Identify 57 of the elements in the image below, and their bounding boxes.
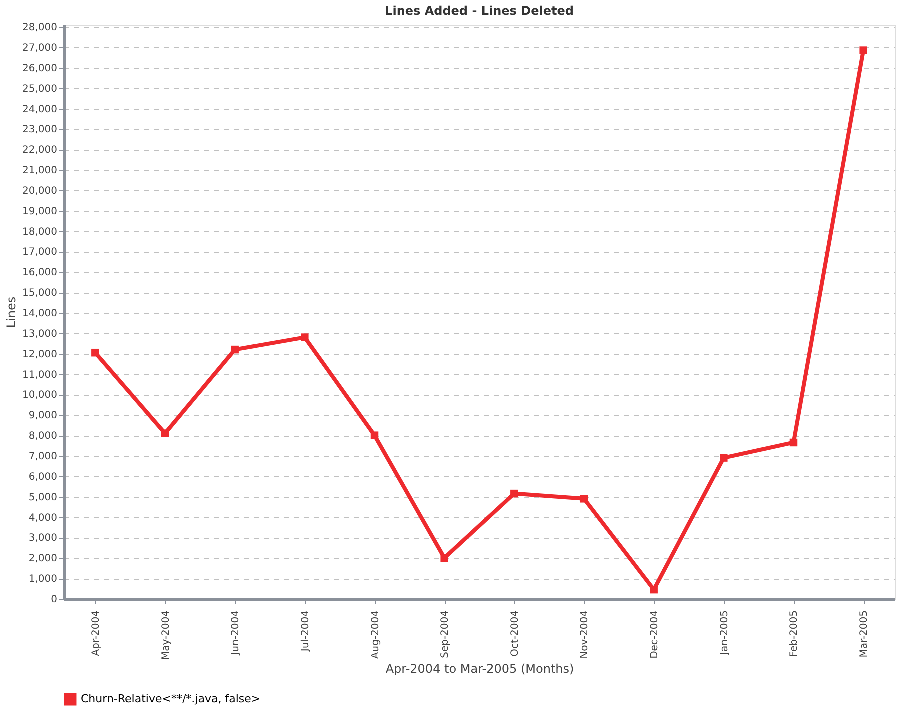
y-tick-label: 14,000	[22, 308, 58, 320]
y-tick-label: 17,000	[22, 247, 58, 258]
y-tick-label: 23,000	[22, 124, 58, 136]
x-tick-label: Mar-2005	[859, 610, 870, 658]
y-tick-label: 24,000	[22, 104, 58, 116]
y-tick-label: 15,000	[22, 288, 58, 300]
y-tick-label: 13,000	[22, 328, 58, 340]
x-tick-label: Jun-2004	[230, 610, 242, 656]
x-tick-label: Jul-2004	[300, 610, 312, 653]
y-tick-label: 7,000	[28, 452, 58, 463]
y-tick-label: 6,000	[28, 472, 58, 483]
point	[790, 438, 798, 447]
y-tick-label: 28,000	[22, 22, 58, 34]
y-tick-label: 11,000	[22, 370, 58, 381]
y-tick-label: 26,000	[22, 63, 58, 74]
y-tick-label: 25,000	[22, 84, 58, 95]
point	[510, 490, 518, 498]
y-tick-label: 0	[51, 594, 58, 606]
y-tick-label: 21,000	[22, 166, 58, 177]
y-tick-label: 5,000	[28, 492, 58, 504]
x-tick-label: Jan-2005	[719, 610, 730, 656]
x-tick-label: Nov-2004	[580, 610, 591, 659]
x-tick-label: Sep-2004	[440, 610, 452, 658]
point	[440, 554, 448, 562]
point	[231, 346, 239, 354]
x-tick-label: May-2004	[160, 610, 172, 660]
x-tick-label: Dec-2004	[650, 610, 661, 659]
y-tick-label: 18,000	[22, 226, 58, 238]
point	[92, 348, 100, 357]
chart-title: Lines Added - Lines Deleted	[385, 4, 574, 18]
y-tick-label: 22,000	[22, 145, 58, 156]
y-tick-label: 10,000	[22, 390, 58, 402]
x-tick-label: Apr-2004	[90, 610, 102, 656]
y-tick-label: 20,000	[22, 186, 58, 197]
y-tick-label: 4,000	[28, 512, 58, 524]
y-tick-label: 19,000	[22, 206, 58, 218]
y-tick-label: 8,000	[28, 431, 58, 442]
y-tick-label: 12,000	[22, 349, 58, 360]
y-tick-label: 2,000	[28, 554, 58, 565]
point	[161, 430, 170, 438]
x-axis-title: Apr-2004 to Mar-2005 (Months)	[386, 662, 574, 676]
y-tick-label: 16,000	[22, 268, 58, 279]
legend-label: Churn-Relative<**/*.java, false>	[81, 692, 261, 706]
point	[720, 454, 728, 462]
x-tick-label: Feb-2005	[789, 610, 800, 658]
point	[860, 46, 868, 54]
point	[301, 334, 309, 342]
x-tick-label: Oct-2004	[510, 610, 521, 657]
y-tick-label: 3,000	[28, 533, 58, 544]
point	[370, 432, 379, 440]
x-tick-label: Aug-2004	[370, 610, 382, 660]
y-tick-label: 27,000	[22, 42, 58, 54]
y-tick-label: 1,000	[28, 574, 58, 586]
y-tick-label: 9,000	[28, 410, 58, 422]
y-axis-title: Lines	[4, 296, 19, 328]
point	[650, 586, 658, 594]
point	[580, 495, 588, 503]
